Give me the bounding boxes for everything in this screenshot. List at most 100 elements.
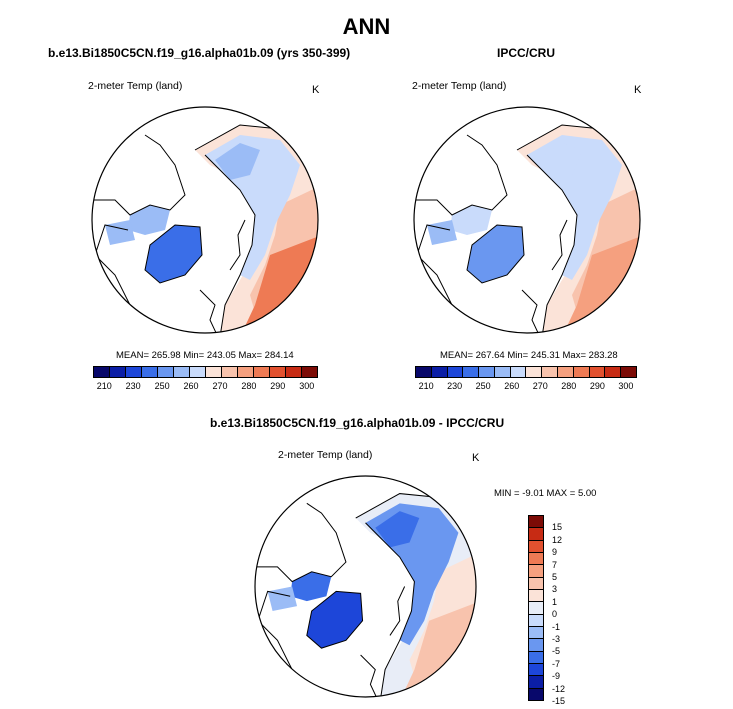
colorbar-swatch <box>529 626 543 640</box>
units-label-observations: K <box>634 84 642 96</box>
colorbar-swatch <box>270 367 286 377</box>
colorbar-swatch <box>190 367 206 377</box>
colorbar-swatch <box>431 367 448 377</box>
colorbar-swatch <box>529 516 543 529</box>
colorbar-tick-label: 270 <box>532 381 548 391</box>
colorbar-swatch <box>174 367 190 377</box>
colorbar-swatch <box>529 676 543 689</box>
map-border <box>413 106 641 334</box>
stats-model: MEAN= 265.98 Min= 243.05 Max= 284.14 <box>116 350 294 361</box>
map-border <box>254 475 477 698</box>
polar-map-model <box>91 106 319 334</box>
colorbar-swatch <box>142 367 158 377</box>
colorbar-tick-label: 7 <box>552 559 558 570</box>
colorbar-swatch <box>526 367 543 377</box>
units-label-model: K <box>312 84 320 96</box>
colorbar-tick-label: -1 <box>552 621 561 632</box>
colorbar-tick-label: 1 <box>552 596 558 607</box>
colorbar-swatch <box>529 639 543 652</box>
colorbar-tick-label: 250 <box>475 381 491 391</box>
variable-label-difference: 2-meter Temp (land) <box>278 449 373 461</box>
colorbar-tick-label: 300 <box>299 381 315 391</box>
colorbar-swatch <box>222 367 238 377</box>
colorbar-swatch <box>529 651 543 664</box>
colorbar-tick-label: 210 <box>96 381 112 391</box>
colorbar-tick-label: 250 <box>154 381 170 391</box>
landmass-greenland <box>306 591 363 649</box>
landmass-greenland <box>145 225 202 283</box>
colorbar-tick-label: 270 <box>212 381 228 391</box>
colorbar-tick-label: 230 <box>125 381 141 391</box>
colorbar-tick-label: 210 <box>418 381 434 391</box>
colorbar-swatch <box>573 367 590 377</box>
colorbar-swatch <box>463 367 480 377</box>
colorbar-swatch <box>529 602 543 615</box>
colorbar-tick-label: -5 <box>552 646 561 657</box>
colorbar-swatch <box>238 367 254 377</box>
colorbar-tick-label: 260 <box>504 381 520 391</box>
colorbar-tick-label: -3 <box>552 634 561 644</box>
colorbar-swatch <box>529 552 543 566</box>
colorbar-swatch <box>529 663 543 677</box>
colorbar-tick-label: 12 <box>552 534 563 545</box>
colorbar-swatch <box>302 367 317 377</box>
colorbar-tick-label: 300 <box>618 381 634 391</box>
colorbar-tick-label: 280 <box>561 381 577 391</box>
colorbar-swatch <box>447 367 464 377</box>
colorbar-swatch <box>254 367 270 377</box>
colorbar-tick-label: 280 <box>241 381 257 391</box>
colorbar-tick-label: 260 <box>183 381 199 391</box>
landmass-archipelago <box>450 205 492 235</box>
colorbar-difference <box>528 515 544 701</box>
map-border <box>91 106 319 334</box>
colorbar-swatch <box>416 367 432 377</box>
colorbar-swatch <box>605 367 622 377</box>
polar-map-observations <box>413 106 641 334</box>
landmass-greenland <box>467 225 524 283</box>
stats-difference: MIN = -9.01 MAX = 5.00 <box>494 488 597 499</box>
colorbar-tick-label: 230 <box>447 381 463 391</box>
colorbar-swatch <box>529 577 543 590</box>
colorbar-tick-label: -9 <box>552 671 561 682</box>
colorbar-ticks-difference: 15 12 9 7 5 3 1 0 -1 -3 -5 -7 -9 -12 -15 <box>552 515 576 706</box>
colorbar-swatch <box>94 367 110 377</box>
colorbar-swatch <box>479 367 495 377</box>
polar-map-difference <box>254 475 477 698</box>
colorbar-swatch <box>621 367 636 377</box>
colorbar-swatch <box>542 367 559 377</box>
colorbar-tick-label: 9 <box>552 547 558 558</box>
colorbar-swatch <box>529 540 543 553</box>
colorbar-tick-label: -15 <box>552 696 566 706</box>
colorbar-tick-label: 3 <box>552 584 558 595</box>
colorbar-swatch <box>529 688 543 700</box>
colorbar-swatch <box>529 528 543 541</box>
colorbar-swatch <box>494 367 511 377</box>
panel-title-observations: IPCC/CRU <box>497 46 556 60</box>
landmass-archipelago <box>290 571 332 602</box>
colorbar-tick-label: -7 <box>552 658 561 669</box>
colorbar-ticks-model: 210 230 250 260 270 280 290 300 <box>93 381 318 393</box>
colorbar-tick-label: 290 <box>589 381 605 391</box>
colorbar-swatch <box>589 367 606 377</box>
colorbar-tick-label: 15 <box>552 522 563 533</box>
colorbar-swatch <box>158 367 174 377</box>
variable-label-model: 2-meter Temp (land) <box>88 80 183 92</box>
landmass-archipelago <box>128 205 170 235</box>
units-label-difference: K <box>472 452 480 464</box>
colorbar-swatch <box>110 367 126 377</box>
colorbar-swatch <box>529 614 543 627</box>
colorbar-tick-label: 0 <box>552 609 558 620</box>
colorbar-swatch <box>558 367 574 377</box>
colorbar-ticks-observations: 210 230 250 260 270 280 290 300 <box>415 381 637 393</box>
variable-label-observations: 2-meter Temp (land) <box>412 80 507 92</box>
colorbar-swatch <box>286 367 302 377</box>
colorbar-tick-label: -12 <box>552 683 566 694</box>
colorbar-swatch <box>529 565 543 578</box>
panel-title-difference: b.e13.Bi1850C5CN.f19_g16.alpha01b.09 - I… <box>210 416 505 430</box>
colorbar-swatch <box>126 367 142 377</box>
colorbar-observations <box>415 366 637 378</box>
colorbar-tick-label: 5 <box>552 572 558 582</box>
colorbar-tick-label: 290 <box>270 381 286 391</box>
colorbar-model <box>93 366 318 378</box>
stats-observations: MEAN= 267.64 Min= 245.31 Max= 283.28 <box>440 350 618 361</box>
